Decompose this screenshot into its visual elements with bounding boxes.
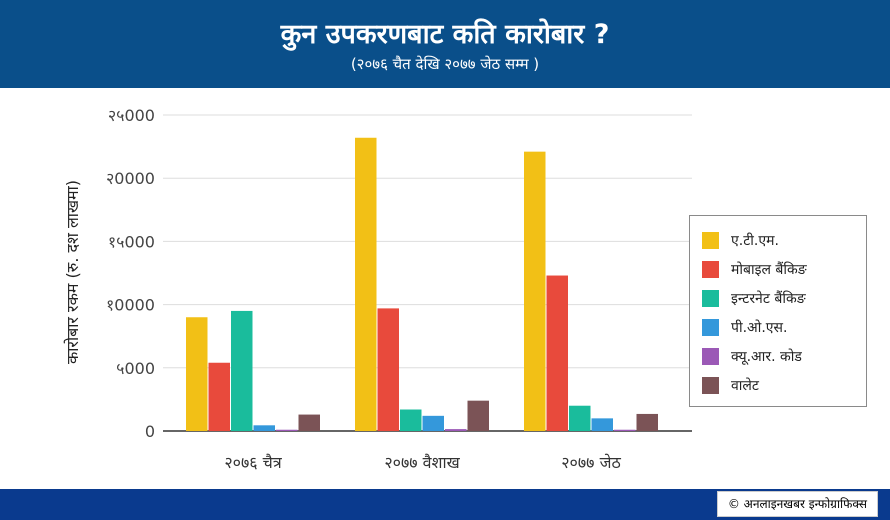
chart-title: कुन उपकरणबाट कति कारोबार ? bbox=[280, 19, 610, 50]
bar bbox=[186, 317, 208, 431]
legend-item: इन्टरनेट बैंकिङ bbox=[702, 284, 866, 313]
y-axis-label: कारोबार रकम (रु. दश लाखमा) bbox=[63, 180, 82, 364]
bar bbox=[569, 405, 591, 431]
legend-item: मोबाइल बैंकिङ bbox=[702, 255, 866, 284]
bar bbox=[208, 362, 230, 431]
y-tick-label: २0000 bbox=[106, 169, 155, 188]
legend-swatch bbox=[702, 232, 719, 249]
bar bbox=[355, 137, 377, 431]
legend-label: इन्टरनेट बैंकिङ bbox=[731, 291, 806, 307]
bar bbox=[591, 418, 613, 431]
bar bbox=[467, 400, 489, 431]
legend-swatch bbox=[702, 290, 719, 307]
legend-item: क्यू.आर. कोड bbox=[702, 342, 866, 371]
legend-label: क्यू.आर. कोड bbox=[731, 349, 802, 365]
y-tick-label: २५000 bbox=[108, 106, 155, 125]
bar-chart: 0 ५000 १0000 १५000 २0000 २५000 कारोबार रकम (रु… bbox=[63, 106, 692, 472]
legend-label: वालेट bbox=[731, 378, 759, 394]
bar bbox=[253, 425, 275, 431]
bar bbox=[422, 415, 444, 431]
bar bbox=[298, 414, 320, 431]
legend-item: पी.ओ.एस. bbox=[702, 313, 866, 342]
header-banner bbox=[0, 0, 890, 88]
bar bbox=[546, 275, 568, 431]
chart-subtitle: (२०७६ चैत देखि २०७७ जेठ सम्म ) bbox=[350, 55, 540, 73]
y-tick-label: १0000 bbox=[106, 296, 155, 315]
legend-label: मोबाइल बैंकिङ bbox=[731, 262, 807, 278]
x-tick-label: २०७७ वैशाख bbox=[384, 453, 460, 472]
x-tick-label: २०७७ जेठ bbox=[561, 453, 621, 472]
bar bbox=[445, 429, 467, 431]
bar bbox=[524, 151, 546, 431]
bar bbox=[400, 409, 422, 431]
bar bbox=[636, 413, 658, 431]
legend-item: ए.टी.एम. bbox=[702, 226, 866, 255]
bar bbox=[614, 429, 636, 431]
x-tick-label: २०७६ चैत्र bbox=[224, 453, 283, 472]
legend-item: वालेट bbox=[702, 371, 866, 400]
legend-label: ए.टी.एम. bbox=[731, 233, 779, 249]
legend-swatch bbox=[702, 377, 719, 394]
credit-badge: © अनलाइनखबर इन्फोग्राफिक्स bbox=[716, 491, 878, 517]
legend-swatch bbox=[702, 261, 719, 278]
legend-swatch bbox=[702, 319, 719, 336]
legend-swatch bbox=[702, 348, 719, 365]
chart-legend: ए.टी.एम. मोबाइल बैंकिङ इन्टरनेट बैंकिङ पी.ओ… bbox=[689, 215, 867, 407]
bar bbox=[276, 429, 298, 431]
y-tick-label: १५000 bbox=[108, 232, 155, 251]
y-tick-label: 0 bbox=[145, 422, 155, 441]
bar bbox=[377, 308, 399, 431]
y-tick-label: ५000 bbox=[116, 359, 155, 378]
bar bbox=[231, 310, 253, 431]
legend-label: पी.ओ.एस. bbox=[731, 320, 788, 336]
